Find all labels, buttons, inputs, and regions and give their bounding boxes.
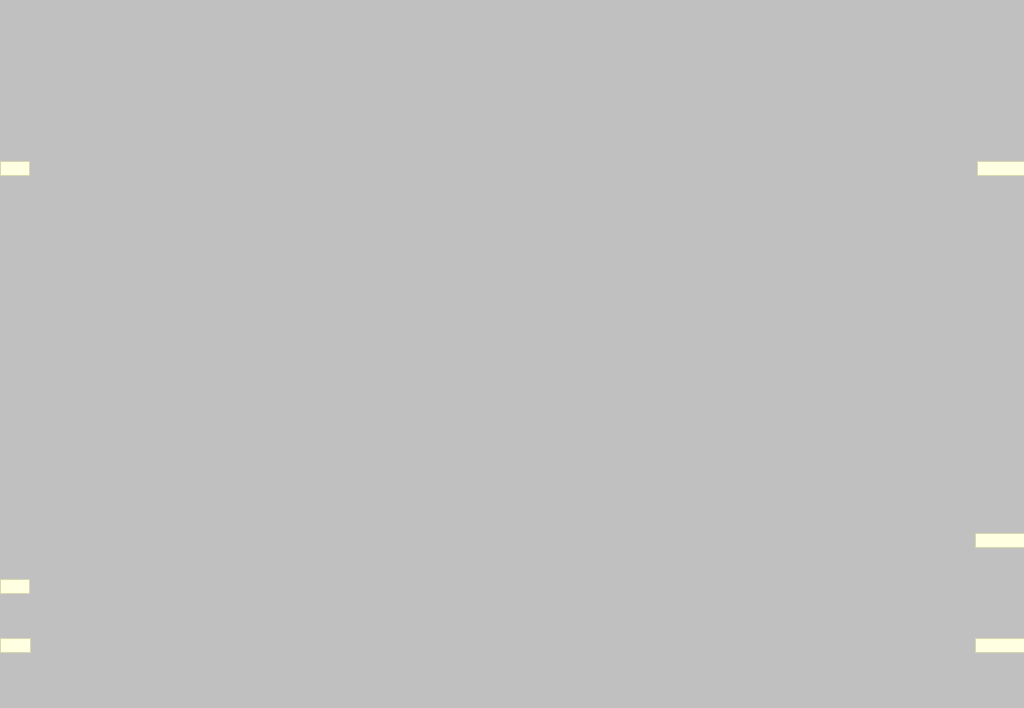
volume-value-badge-left <box>0 638 31 653</box>
sstoc-value-badge-left <box>0 579 30 594</box>
volume-value-badge-right <box>975 638 1024 653</box>
sstoc-value-badge-right <box>975 533 1024 548</box>
current-price-badge-left <box>0 161 30 176</box>
current-price-badge-right <box>977 161 1024 176</box>
